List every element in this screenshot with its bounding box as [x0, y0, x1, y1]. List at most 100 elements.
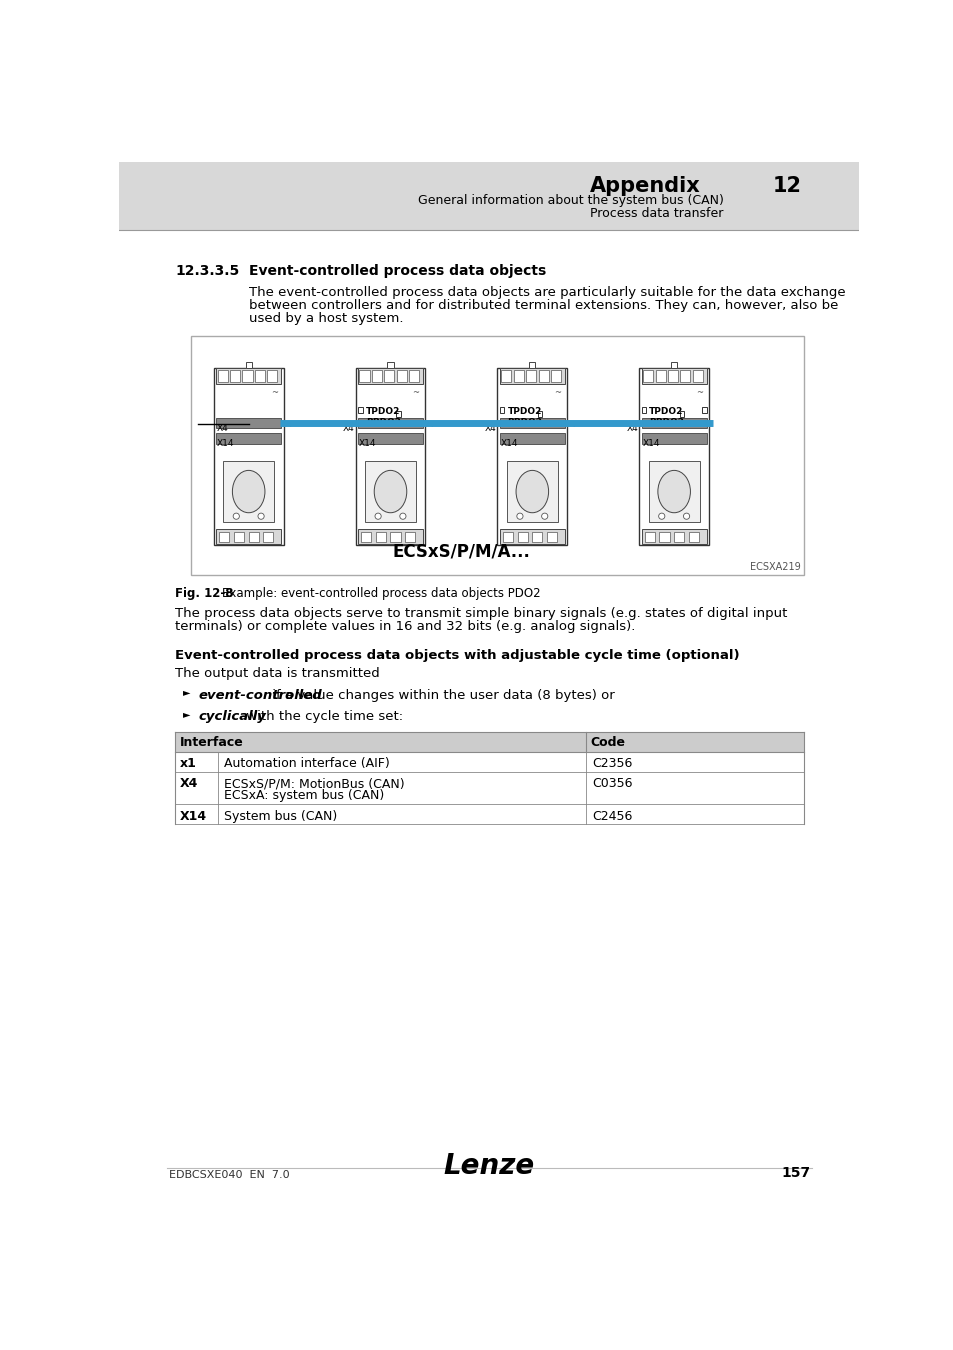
Text: C0356: C0356: [592, 778, 632, 790]
Text: X4: X4: [343, 424, 355, 433]
Text: C2356: C2356: [592, 757, 632, 771]
Bar: [679, 412, 683, 417]
Circle shape: [682, 513, 689, 520]
Bar: [213, 369, 283, 545]
Text: The process data objects serve to transmit simple binary signals (e.g. states of: The process data objects serve to transm…: [174, 608, 786, 620]
Bar: [249, 532, 258, 543]
Bar: [648, 460, 699, 522]
Text: event-controlled: event-controlled: [198, 688, 322, 702]
Text: ~: ~: [696, 389, 702, 397]
Text: 12: 12: [771, 176, 801, 196]
Bar: [644, 532, 654, 543]
Circle shape: [257, 513, 264, 520]
Text: X14: X14: [216, 439, 234, 448]
Text: X4: X4: [179, 778, 198, 790]
Bar: [119, 162, 858, 230]
Text: X4: X4: [216, 424, 229, 433]
Text: between controllers and for distributed terminal extensions. They can, however, : between controllers and for distributed …: [249, 300, 838, 312]
Text: X4: X4: [484, 424, 497, 433]
Bar: [537, 412, 542, 417]
Bar: [355, 369, 425, 545]
Bar: [357, 406, 362, 413]
Text: Lenze: Lenze: [443, 1152, 534, 1180]
Bar: [550, 370, 560, 382]
Bar: [641, 528, 706, 544]
Circle shape: [233, 513, 239, 520]
Bar: [216, 433, 281, 444]
Text: X14: X14: [500, 439, 517, 448]
Text: ►: ►: [183, 709, 190, 718]
Bar: [546, 532, 557, 543]
Text: Event-controlled process data objects with adjustable cycle time (optional): Event-controlled process data objects wi…: [174, 648, 739, 662]
Bar: [499, 406, 504, 413]
Bar: [216, 417, 281, 428]
Bar: [242, 370, 253, 382]
Bar: [532, 532, 542, 543]
Text: ECSxA: system bus (CAN): ECSxA: system bus (CAN): [224, 788, 384, 802]
Bar: [263, 532, 274, 543]
Bar: [499, 369, 564, 383]
Bar: [357, 433, 422, 444]
Text: RPDO2: RPDO2: [507, 417, 542, 427]
Text: ECSxS/P/M: MotionBus (CAN): ECSxS/P/M: MotionBus (CAN): [224, 778, 404, 790]
Text: The output data is transmitted: The output data is transmitted: [174, 667, 379, 680]
Text: X14: X14: [358, 439, 375, 448]
Bar: [525, 370, 536, 382]
Bar: [357, 417, 422, 428]
Text: 157: 157: [781, 1166, 810, 1180]
Text: TPDO2: TPDO2: [507, 406, 541, 416]
Bar: [372, 370, 381, 382]
Text: 12.3.3.5: 12.3.3.5: [174, 265, 239, 278]
Bar: [233, 532, 244, 543]
Bar: [500, 370, 511, 382]
Bar: [667, 370, 678, 382]
Bar: [191, 336, 803, 575]
Bar: [502, 532, 513, 543]
Bar: [639, 369, 708, 545]
Bar: [267, 370, 277, 382]
Ellipse shape: [516, 470, 548, 513]
Bar: [174, 752, 803, 772]
Circle shape: [541, 513, 547, 520]
Text: RPDO2: RPDO2: [649, 417, 683, 427]
Bar: [641, 433, 706, 444]
Text: Process data transfer: Process data transfer: [590, 207, 723, 220]
Ellipse shape: [658, 470, 690, 513]
Text: Event-controlled process data objects: Event-controlled process data objects: [249, 265, 546, 278]
Bar: [659, 532, 669, 543]
Text: ~: ~: [412, 389, 419, 397]
Bar: [670, 362, 677, 369]
Text: ~: ~: [271, 389, 277, 397]
Bar: [174, 732, 803, 752]
Bar: [357, 369, 422, 383]
Bar: [360, 532, 371, 543]
Text: terminals) or complete values in 16 and 32 bits (e.g. analog signals).: terminals) or complete values in 16 and …: [174, 620, 635, 633]
Text: TPDO2: TPDO2: [649, 406, 683, 416]
Bar: [409, 370, 418, 382]
Text: RPDO2: RPDO2: [365, 417, 400, 427]
Bar: [390, 532, 400, 543]
Bar: [499, 528, 564, 544]
Bar: [701, 406, 706, 413]
Text: Code: Code: [590, 736, 625, 749]
Text: X4: X4: [626, 424, 638, 433]
Text: Fig. 12-8: Fig. 12-8: [174, 587, 233, 599]
Bar: [219, 532, 229, 543]
Text: if a value changes within the user data (8 bytes) or: if a value changes within the user data …: [268, 688, 614, 702]
Bar: [405, 532, 415, 543]
Bar: [375, 532, 385, 543]
Bar: [529, 362, 535, 369]
Bar: [387, 362, 394, 369]
Bar: [254, 370, 265, 382]
Text: EDBCSXE040  EN  7.0: EDBCSXE040 EN 7.0: [169, 1170, 289, 1180]
Text: cyclically: cyclically: [198, 710, 266, 724]
Bar: [217, 370, 228, 382]
Bar: [216, 369, 281, 383]
Bar: [497, 369, 567, 545]
Ellipse shape: [374, 470, 406, 513]
Text: The event-controlled process data objects are particularly suitable for the data: The event-controlled process data object…: [249, 286, 845, 298]
Text: X14: X14: [641, 439, 659, 448]
Bar: [245, 362, 252, 369]
Text: C2456: C2456: [592, 810, 632, 822]
Bar: [395, 412, 400, 417]
